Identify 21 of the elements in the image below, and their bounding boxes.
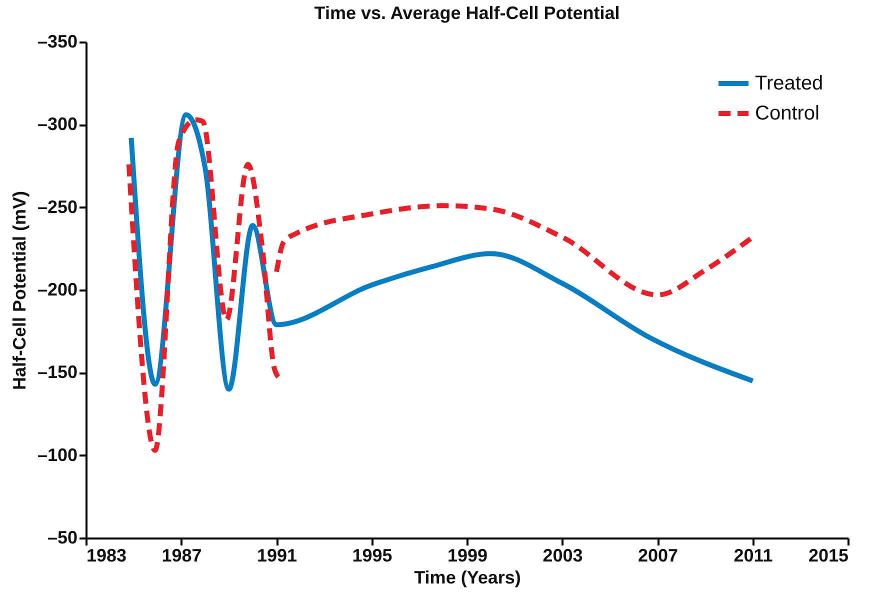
x-tick-label: 1991 bbox=[256, 546, 298, 566]
x-tick-label: 1983 bbox=[86, 546, 127, 566]
x-tick-label: 1999 bbox=[447, 546, 488, 566]
y-tick-label: –250 bbox=[37, 196, 78, 217]
y-tick-label: –300 bbox=[37, 114, 78, 134]
legend-label: Treated bbox=[755, 72, 824, 94]
x-tick-label: 2015 bbox=[808, 546, 848, 566]
legend-label: Control bbox=[755, 102, 820, 124]
y-tick-label: –200 bbox=[37, 280, 78, 300]
chart-title: Time vs. Average Half-Cell Potential bbox=[314, 3, 620, 23]
y-axis-title: Half-Cell Potential (mV) bbox=[9, 190, 30, 390]
x-tick-label: 2011 bbox=[734, 546, 773, 566]
x-tick-label: 1995 bbox=[352, 546, 392, 566]
y-tick-label: –100 bbox=[37, 444, 78, 465]
y-tick-label: –150 bbox=[37, 362, 78, 382]
x-tick-label: 1987 bbox=[162, 546, 202, 566]
x-tick-label: 2003 bbox=[542, 546, 583, 566]
x-axis-title: Time (Years) bbox=[414, 568, 521, 588]
y-tick-label: –50 bbox=[47, 528, 78, 548]
y-tick-label: –350 bbox=[37, 32, 78, 52]
x-tick-label: 2007 bbox=[638, 546, 678, 566]
